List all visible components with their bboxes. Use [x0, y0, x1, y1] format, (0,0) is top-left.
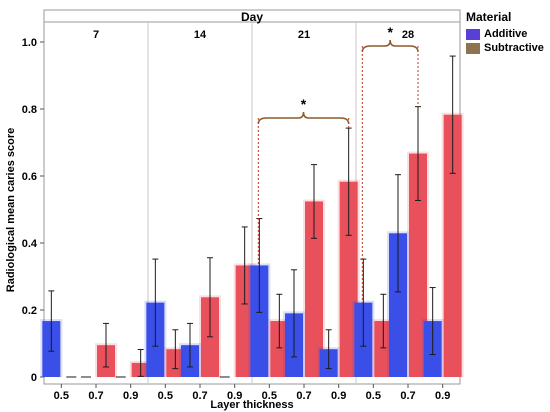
significance-day21-label: *: [301, 96, 307, 112]
axes-group: 0 0.2 0.4 0.6 0.8 1.0 0.5 0.7 0.9 0.5 0.7 0.9 0.5 0.7…: [22, 37, 451, 402]
x-tick-label: 0.9: [123, 390, 138, 402]
x-tick-label: 0.7: [192, 390, 207, 402]
x-tick-label: 0.5: [54, 390, 69, 402]
y-tick-label: 0: [31, 372, 37, 384]
panel-label-day-7: 7: [93, 29, 99, 41]
facet-title: Day: [241, 10, 263, 24]
bar-additive-day28-0.7: [389, 233, 407, 377]
legend-item-additive: Additive: [466, 28, 544, 40]
bar-subtractive-day28-0.5: [374, 321, 393, 377]
bar-subtractive-day21-0.9: [339, 181, 358, 377]
y-tick-label: 0.4: [22, 238, 38, 250]
bars-group: [40, 112, 464, 378]
significance-day28-label: *: [387, 24, 393, 40]
y-tick-label: 0.2: [22, 305, 37, 317]
x-tick-label: 0.7: [296, 390, 311, 402]
panel-label-day-14: 14: [194, 29, 207, 41]
x-tick-label: 0.5: [158, 390, 173, 402]
panel-labels: 7 14 21 28: [93, 29, 414, 41]
x-tick-label: 0.9: [227, 390, 242, 402]
legend-title: Material: [466, 10, 512, 24]
x-tick-label: 0.5: [262, 390, 277, 402]
y-tick-label: 0.6: [22, 171, 37, 183]
error-bars-group: [48, 55, 456, 377]
x-tick-label: 0.7: [400, 390, 415, 402]
x-tick-label: 0.9: [331, 390, 346, 402]
bar-subtractive-day21-0.5: [270, 321, 289, 377]
bar-subtractive-day28-0.9: [443, 114, 462, 377]
panel-label-day-21: 21: [298, 29, 310, 41]
panel-label-day-28: 28: [402, 29, 414, 41]
significance-day21-brace: [257, 111, 350, 125]
y-tick-label: 1.0: [22, 37, 37, 49]
legend-label-additive: Additive: [484, 28, 528, 40]
significance-day28-brace: [361, 39, 419, 53]
x-tick-label: 0.7: [88, 390, 103, 402]
y-axis-label: Radiological mean caries score: [5, 128, 17, 292]
bar-additive-day21-0.5: [250, 265, 269, 377]
y-tick-label: 0.8: [22, 104, 37, 116]
annotations-group: **: [257, 24, 419, 303]
legend: Material Additive Subtractive: [466, 10, 544, 54]
x-axis-label: Layer thickness: [210, 399, 293, 411]
bar-subtractive-day14-0.9: [235, 265, 254, 377]
legend-item-subtractive: Subtractive: [466, 42, 544, 54]
x-tick-label: 0.9: [435, 390, 450, 402]
legend-swatch-additive: [466, 28, 480, 40]
legend-swatch-subtractive: [466, 42, 480, 54]
legend-label-subtractive: Subtractive: [484, 42, 544, 54]
bar-subtractive-day28-0.7: [409, 153, 427, 377]
bar-subtractive-day21-0.7: [305, 201, 323, 377]
x-tick-label: 0.5: [366, 390, 381, 402]
